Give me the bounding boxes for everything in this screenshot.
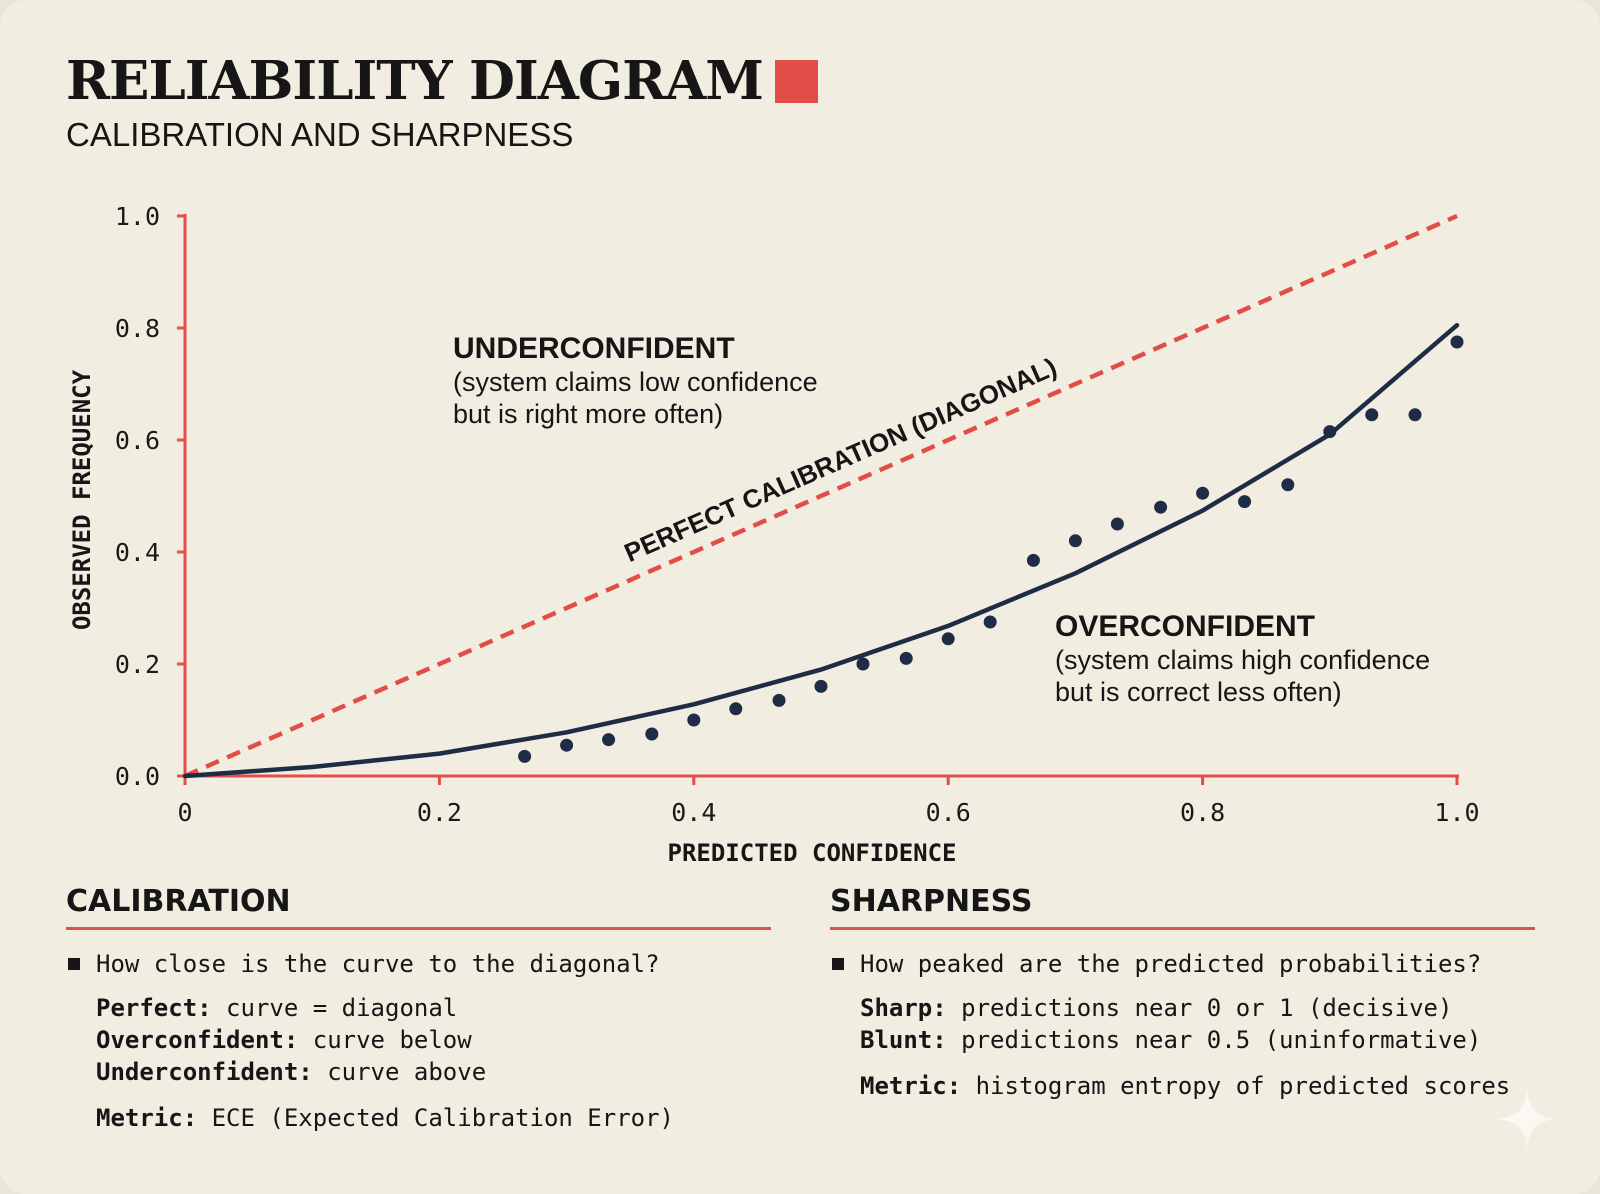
data-point [983, 615, 997, 629]
underconfident-text: curve above [327, 1058, 487, 1086]
calibration-metric-text: ECE (Expected Calibration Error) [211, 1104, 674, 1132]
calibration-question-text: How close is the curve to the diagonal? [96, 950, 660, 978]
page-title: RELIABILITY DIAGRAM [66, 50, 764, 112]
sharp-text: predictions near 0 or 1 (decisive) [961, 994, 1453, 1022]
data-point [856, 657, 870, 671]
perfect-label: Perfect: [96, 994, 212, 1022]
data-point [1450, 335, 1464, 349]
sharpness-heading: SHARPNESS [830, 884, 1535, 930]
calibration-definitions: Perfect: curve = diagonal Overconfident:… [96, 992, 771, 1134]
sharp-label: Sharp: [860, 994, 947, 1022]
underconfident-annotation-line: (system claims low confidence [453, 367, 818, 397]
data-point [1154, 500, 1168, 514]
y-tick-label: 0.2 [115, 650, 160, 679]
y-tick-label: 0.6 [115, 426, 160, 455]
data-point [518, 749, 532, 763]
data-point [1196, 486, 1210, 500]
overconfident-label: Overconfident: [96, 1026, 299, 1054]
bullet-icon [68, 958, 80, 970]
perfect-text: curve = diagonal [226, 994, 458, 1022]
calibration-question: How close is the curve to the diagonal? [66, 950, 771, 978]
overconfident-text: curve below [312, 1026, 472, 1054]
data-point [1068, 534, 1082, 548]
data-point [1281, 478, 1295, 492]
blunt-text: predictions near 0.5 (uninformative) [961, 1026, 1482, 1054]
sharpness-metric-text: histogram entropy of predicted scores [975, 1072, 1511, 1100]
data-point [1323, 425, 1337, 439]
sharpness-metric-label: Metric: [860, 1072, 962, 1100]
underconfident-label: Underconfident: [96, 1058, 313, 1086]
reliability-chart: 0.0 0.2 0.4 0.6 0.8 1.0 0 0.2 0.4 0.6 0.8 1.0 PREDIC… [68, 202, 1480, 867]
page-subtitle: CALIBRATION AND SHARPNESS [66, 116, 574, 153]
y-tick-label: 0.8 [115, 314, 160, 343]
x-tick-label: 1.0 [1434, 798, 1479, 827]
data-point [899, 651, 913, 665]
y-tick-label: 1.0 [115, 202, 160, 231]
data-point [1365, 408, 1379, 422]
data-point [772, 693, 786, 707]
data-point [602, 733, 616, 747]
data-point [814, 679, 828, 693]
blunt-label: Blunt: [860, 1026, 947, 1054]
data-point [645, 727, 659, 741]
diagonal-line [184, 213, 1458, 779]
data-point [1110, 517, 1124, 531]
calibration-curve [182, 322, 1460, 779]
sharpness-question: How peaked are the predicted probabiliti… [830, 950, 1535, 978]
x-tick-label: 0.4 [671, 798, 716, 827]
sharpness-section: SHARPNESS How peaked are the predicted p… [830, 884, 1535, 1102]
calibration-heading: CALIBRATION [66, 884, 771, 930]
sparkle-icon [1496, 1088, 1558, 1150]
sharpness-question-text: How peaked are the predicted probabiliti… [860, 950, 1482, 978]
data-point [729, 702, 743, 716]
data-point [1026, 553, 1040, 567]
x-tick-label: 0.8 [1180, 798, 1225, 827]
data-point [1408, 408, 1422, 422]
y-axis-title: OBSERVED FREQUENCY [68, 369, 96, 630]
data-point [1238, 495, 1252, 509]
calibration-metric-label: Metric: [96, 1104, 198, 1132]
title-accent-square [775, 60, 818, 103]
underconfident-annotation-title: UNDERCONFIDENT [453, 332, 735, 365]
x-tick-label: 0 [177, 798, 192, 827]
data-point [941, 632, 955, 646]
sharpness-definitions: Sharp: predictions near 0 or 1 (decisive… [860, 992, 1535, 1102]
data-point [687, 713, 701, 727]
calibration-section: CALIBRATION How close is the curve to th… [66, 884, 771, 1134]
bullet-icon [832, 958, 844, 970]
x-tick-label: 0.2 [417, 798, 462, 827]
x-tick-label: 0.6 [926, 798, 971, 827]
overconfident-annotation-line: but is correct less often) [1055, 677, 1342, 707]
underconfident-annotation-line: but is right more often) [453, 399, 723, 429]
overconfident-annotation-line: (system claims high confidence [1055, 645, 1430, 675]
y-tick-label: 0.0 [115, 762, 160, 791]
y-tick-label: 0.4 [115, 538, 160, 567]
x-axis-title: PREDICTED CONFIDENCE [668, 839, 957, 867]
overconfident-annotation-title: OVERCONFIDENT [1055, 610, 1315, 643]
data-point [560, 738, 574, 752]
